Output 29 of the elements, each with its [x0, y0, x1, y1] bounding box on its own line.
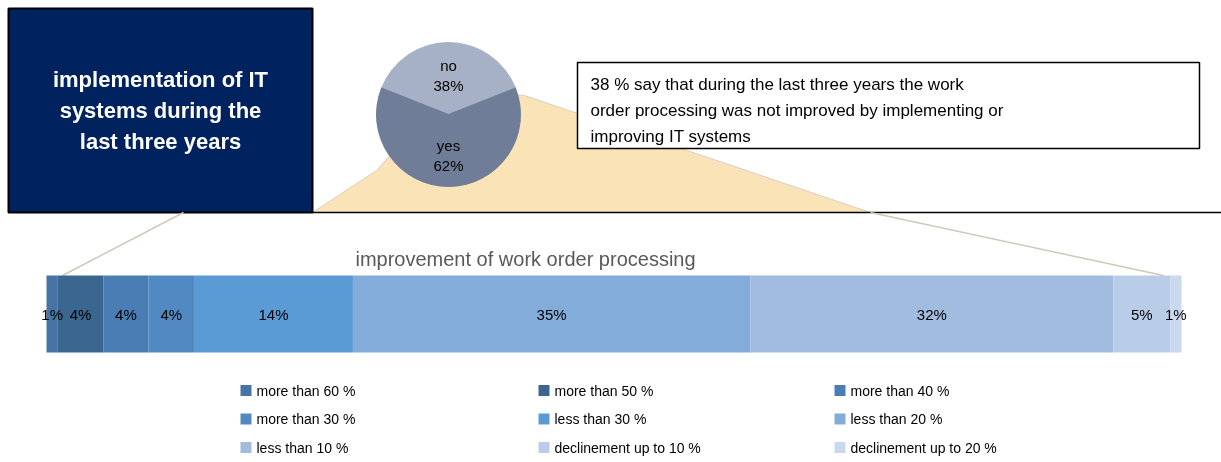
data-label: 38% — [433, 77, 464, 95]
legend-label: more than 50 % — [554, 382, 654, 399]
data-label: 4% — [115, 305, 137, 323]
data-label: 62% — [433, 156, 464, 174]
bar — [194, 275, 353, 353]
data-label: 4% — [69, 305, 92, 323]
data-label: 14% — [258, 305, 289, 323]
bar — [352, 275, 751, 353]
data-label: 5% — [1130, 305, 1153, 323]
data-label: 35% — [536, 305, 567, 323]
bar — [103, 275, 149, 353]
legend-label: more than 30 % — [256, 411, 356, 427]
legend-label: less than 20 % — [850, 411, 943, 427]
chart-title: improvement of work order processing — [355, 247, 696, 270]
legend-label: less than 10 % — [256, 439, 349, 456]
bar — [750, 275, 1114, 353]
legend-label: less than 30 % — [554, 411, 647, 427]
legend-label: declinement up to 20 % — [850, 439, 997, 456]
legend-label: declinement up to 10 % — [554, 439, 701, 456]
text: 38 % say that during the last three years the work order processing was not improved by implementing or improving IT systems — [590, 75, 1004, 146]
legend-label: more than 40 % — [850, 382, 950, 399]
slice-label: no — [440, 57, 457, 75]
data-label: 1% — [1164, 305, 1187, 323]
text: implementation of IT systems during the last three years — [52, 67, 269, 154]
legend-label: more than 60 % — [256, 382, 356, 399]
slice-label: yes — [436, 136, 461, 154]
data-label: 32% — [916, 305, 947, 323]
data-label: 4% — [160, 305, 183, 323]
bar — [148, 275, 195, 353]
